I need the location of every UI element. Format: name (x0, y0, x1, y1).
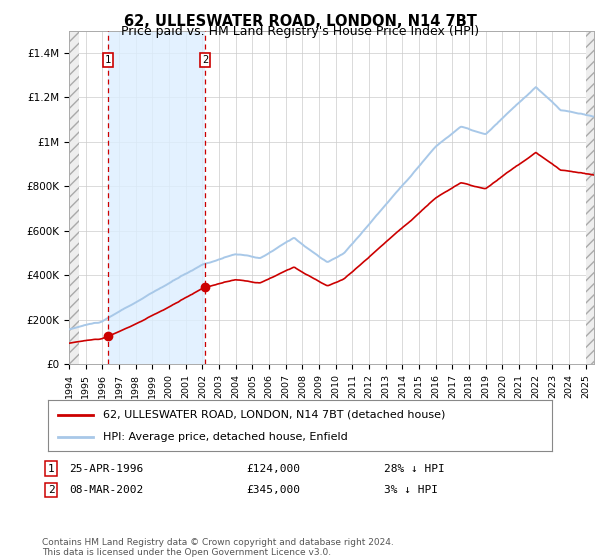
Text: Price paid vs. HM Land Registry's House Price Index (HPI): Price paid vs. HM Land Registry's House … (121, 25, 479, 38)
Text: 62, ULLESWATER ROAD, LONDON, N14 7BT (detached house): 62, ULLESWATER ROAD, LONDON, N14 7BT (de… (103, 409, 446, 419)
Text: 62, ULLESWATER ROAD, LONDON, N14 7BT: 62, ULLESWATER ROAD, LONDON, N14 7BT (124, 14, 476, 29)
Text: HPI: Average price, detached house, Enfield: HPI: Average price, detached house, Enfi… (103, 432, 348, 442)
Text: £124,000: £124,000 (246, 464, 300, 474)
Text: £345,000: £345,000 (246, 485, 300, 495)
Text: 1: 1 (104, 55, 111, 64)
Text: 3% ↓ HPI: 3% ↓ HPI (384, 485, 438, 495)
Text: 2: 2 (202, 55, 208, 64)
Bar (107, 31, 205, 364)
Text: 1: 1 (47, 464, 55, 474)
Text: 08-MAR-2002: 08-MAR-2002 (69, 485, 143, 495)
Text: 2: 2 (47, 485, 55, 495)
Text: 28% ↓ HPI: 28% ↓ HPI (384, 464, 445, 474)
Text: 25-APR-1996: 25-APR-1996 (69, 464, 143, 474)
Text: Contains HM Land Registry data © Crown copyright and database right 2024.
This d: Contains HM Land Registry data © Crown c… (42, 538, 394, 557)
Bar (69, 31, 79, 364)
Bar (586, 31, 594, 364)
